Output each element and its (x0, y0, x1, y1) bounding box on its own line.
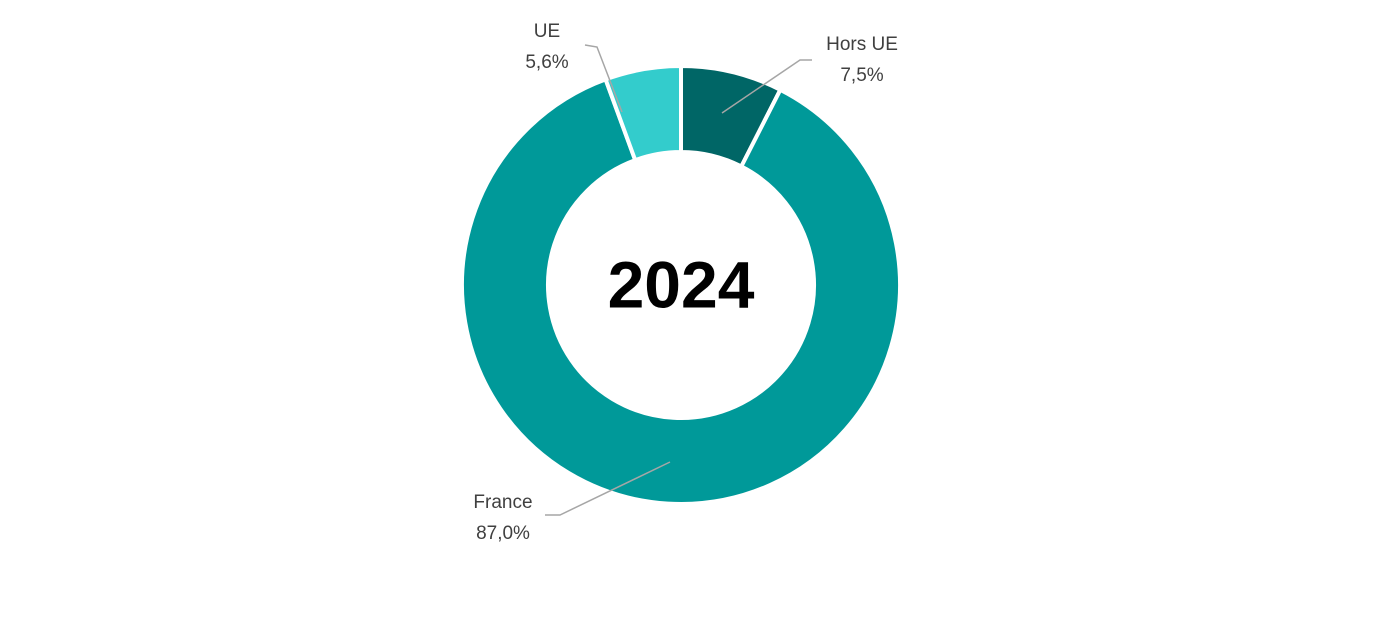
slice-label: UE (534, 21, 560, 42)
leader-line (721, 59, 812, 114)
slice-value-label: 7,5% (840, 65, 883, 86)
donut-slice (460, 76, 902, 506)
slice-value-label: 87,0% (476, 523, 530, 544)
slice-value-label: 5,6% (525, 52, 568, 73)
donut-slice (603, 63, 683, 163)
leader-line (584, 44, 623, 113)
leader-line (545, 461, 671, 516)
slice-label: Hors UE (826, 34, 898, 55)
slice-label: France (473, 492, 532, 513)
center-label: 2024 (608, 247, 755, 321)
